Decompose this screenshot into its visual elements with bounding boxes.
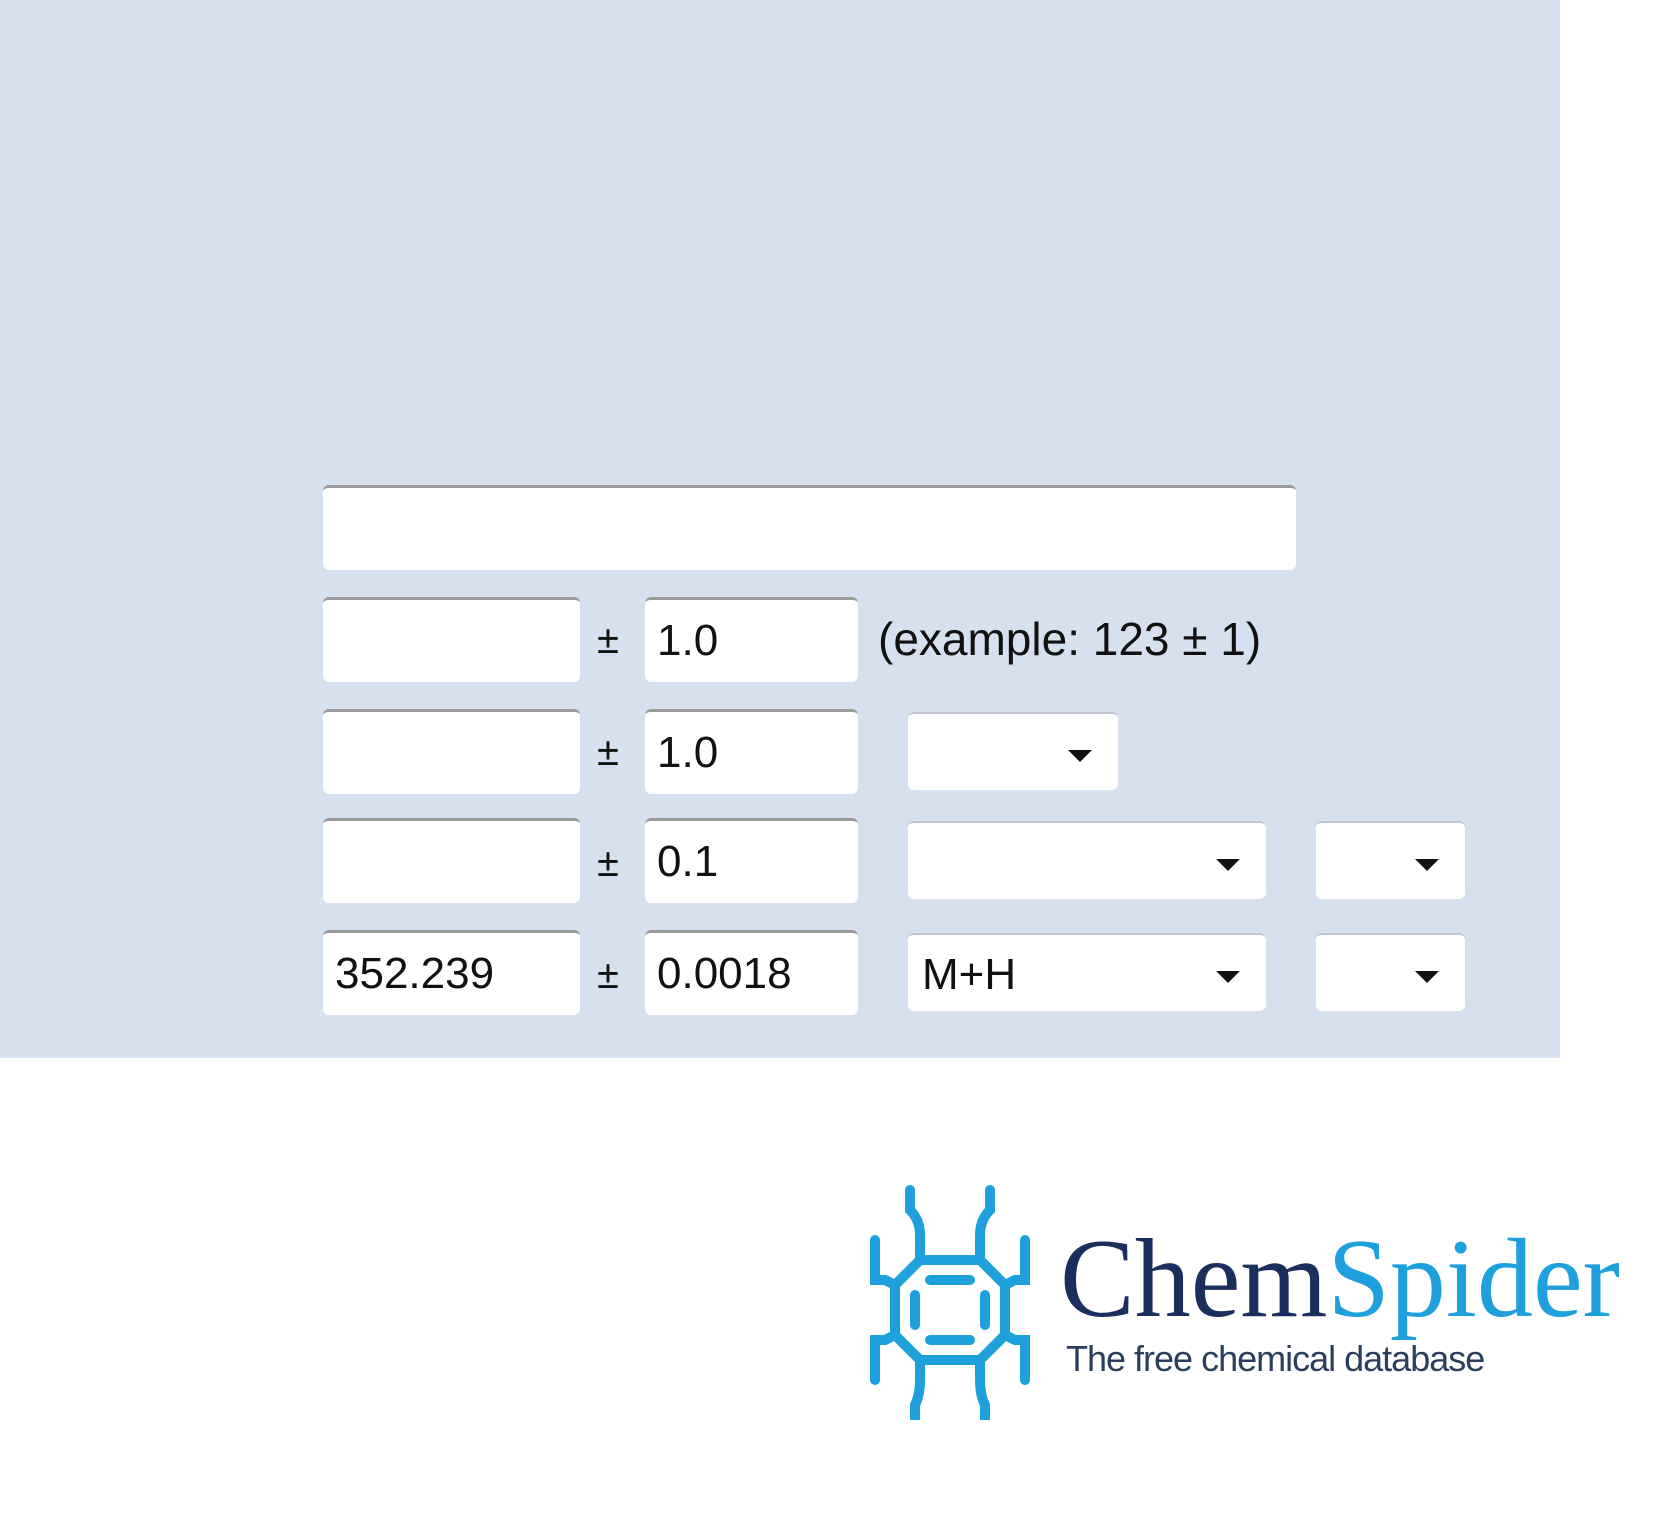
example-hint: (example: 123 ± 1) [878,613,1262,665]
text-search-input[interactable] [323,485,1296,570]
mass-value-input[interactable] [323,930,580,1015]
chevron-down-icon [1415,971,1439,983]
plus-minus-label: ± [597,730,619,774]
tolerance-input-1[interactable] [645,597,858,682]
brand-name: ChemSpider [1060,1217,1620,1341]
mass-tolerance-input[interactable] [645,930,858,1015]
mass-type-select-3[interactable] [908,821,1266,899]
property-value-input-1[interactable] [323,597,580,682]
plus-minus-label: ± [597,841,619,885]
tolerance-input-3[interactable] [645,818,858,903]
select-value: M+H [922,950,1017,999]
property-value-input-3[interactable] [323,818,580,903]
charge-select-3[interactable] [1316,821,1465,899]
plus-minus-label: ± [597,618,619,662]
plus-minus-label: ± [597,953,619,997]
chevron-down-icon [1415,859,1439,871]
brand-tagline: The free chemical database [1066,1338,1485,1379]
chevron-down-icon [1068,750,1092,762]
unit-select-2[interactable] [908,712,1118,790]
adduct-select[interactable]: M+H [908,933,1266,1011]
chevron-down-icon [1216,859,1240,871]
property-value-input-2[interactable] [323,709,580,794]
chemspider-logo-icon [870,1185,1030,1420]
tolerance-input-2[interactable] [645,709,858,794]
charge-select-4[interactable] [1316,933,1465,1011]
chevron-down-icon [1216,971,1240,983]
